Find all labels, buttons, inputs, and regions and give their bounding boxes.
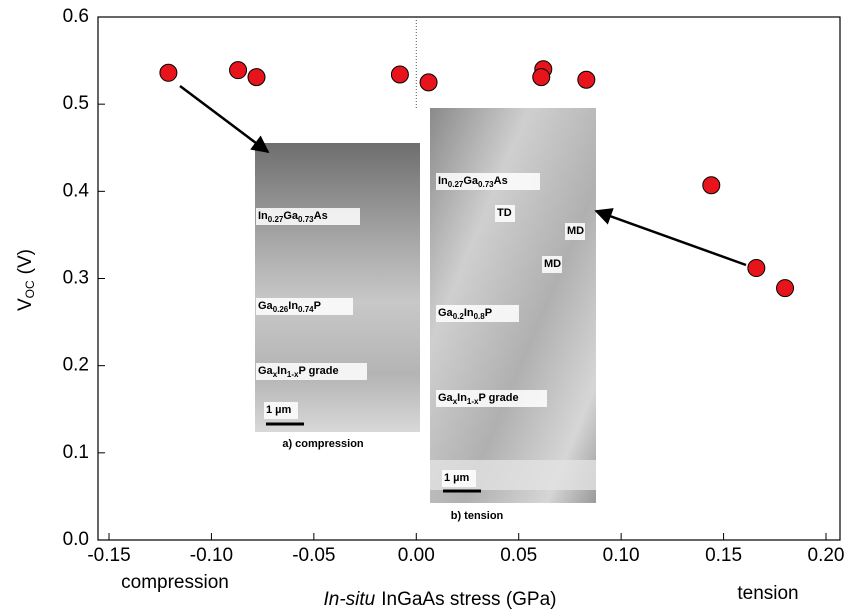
inset-label-part: MD — [544, 258, 561, 270]
inset-label: 1 µm — [266, 404, 292, 416]
inset-label: GaxIn1-xP grade — [438, 392, 519, 406]
y-tick-label: 0.3 — [63, 268, 89, 289]
inset-label-part: In — [464, 307, 474, 319]
y-tick-label: 0.5 — [63, 93, 89, 114]
inset-label-bg — [436, 173, 540, 190]
inset-label-part: P — [485, 307, 492, 319]
inset-label-part: P — [314, 300, 321, 312]
inset-label-part: Ga — [283, 210, 299, 222]
x-tick-label: 0.00 — [398, 545, 435, 566]
inset-caption: a) compression — [282, 438, 364, 450]
inset-label-part: Ga — [438, 392, 454, 404]
inset-label-part: 1 µm — [266, 404, 292, 416]
inset-label-bg — [542, 256, 562, 273]
point — [247, 68, 266, 87]
inset-label-bg — [442, 470, 476, 487]
inset-label-bg — [565, 223, 585, 240]
point — [390, 65, 409, 84]
inset-label-part: In — [457, 392, 467, 404]
y-tick-label: 0.1 — [63, 442, 89, 463]
inset-label-part: 0.27 — [268, 215, 284, 224]
inset-label-part: 0.2 — [453, 312, 465, 321]
x-tick-label: 0.10 — [603, 545, 640, 566]
x-axis-label-part: InGaAs stress (GPa) — [381, 589, 556, 610]
inset-label-part: TD — [497, 207, 512, 219]
y-tick-label: 0.0 — [63, 529, 89, 550]
point — [532, 68, 551, 87]
x-axis-label-part: In-situ — [323, 589, 375, 610]
point — [702, 176, 721, 195]
point — [419, 73, 438, 92]
y-axis-label: VOC (V) — [15, 249, 37, 311]
point — [229, 61, 248, 80]
inset-label-part: 0.8 — [474, 312, 486, 321]
inset-label-part: Ga — [258, 300, 274, 312]
inset-label-part: Ga — [258, 365, 274, 377]
inset-label-part: Ga — [463, 175, 479, 187]
inset-label-part: In — [438, 175, 448, 187]
y-tick-label: 0.2 — [63, 355, 89, 376]
inset-label-part: Ga — [438, 307, 454, 319]
inset-label-part: 1-x — [467, 397, 479, 406]
point — [577, 70, 596, 89]
inset-label-part: 0.26 — [273, 305, 289, 314]
x-tick-label: -0.05 — [292, 545, 335, 566]
point — [747, 259, 766, 278]
x-axis-label: In-situ InGaAs stress (GPa) — [323, 589, 556, 610]
y-tick-label: 0.4 — [63, 180, 90, 201]
x-tick-label: -0.10 — [190, 545, 233, 566]
inset-label-bg — [264, 402, 298, 419]
inset-label-part: x — [273, 370, 278, 379]
inset-label: GaxIn1-xP grade — [258, 365, 339, 379]
point — [776, 279, 795, 298]
inset-label-part: 0.27 — [448, 180, 464, 189]
plot-area: -0.15 -0.10 -0.05 0.00 0.05 0.10 0.15 0.20 0.0 0.… — [63, 6, 845, 566]
x-tick-label: -0.15 — [87, 545, 130, 566]
y-axis-label-part: V — [15, 298, 36, 311]
y-axis-label-part: (V) — [15, 249, 36, 274]
inset-label-bg — [256, 298, 353, 315]
inset-label-part: 0.74 — [298, 305, 314, 314]
inset-label-part: 0.73 — [478, 180, 494, 189]
y-tick-label: 0.6 — [63, 6, 89, 27]
inset-label-part: 1 µm — [444, 472, 470, 484]
annotation: tension — [737, 583, 798, 604]
inset-label: Ga0.26In0.74P — [258, 300, 321, 314]
inset-label-part: In — [258, 210, 268, 222]
x-tick-label: 0.20 — [808, 545, 845, 566]
inset-label-part: 0.73 — [298, 215, 314, 224]
point — [159, 63, 178, 82]
inset-label: In0.27Ga0.73As — [258, 210, 328, 224]
inset-label-part: In — [277, 365, 287, 377]
foreground: a) compressionIn0.27Ga0.73AsGa0.26In0.74… — [159, 60, 795, 522]
inset-label: TD — [497, 207, 512, 219]
inset-label: MD — [567, 225, 584, 237]
y-axis-label-part: OC — [23, 280, 37, 298]
inset-label-part: MD — [567, 225, 584, 237]
inset-label-bg — [495, 205, 515, 222]
inset-label-part: P grade — [298, 365, 338, 377]
inset-label: Ga0.2In0.8P — [438, 307, 492, 321]
inset-label: 1 µm — [444, 472, 470, 484]
inset-label-part: As — [314, 210, 328, 222]
inset-label-bg — [436, 305, 519, 322]
inset-label-part: P grade — [478, 392, 518, 404]
arrow — [594, 208, 747, 267]
annotation: compression — [121, 572, 229, 593]
inset-label-bg — [256, 363, 367, 380]
inset-caption: b) tension — [451, 510, 504, 522]
x-tick-label: 0.05 — [500, 545, 537, 566]
inset-label: MD — [544, 258, 561, 270]
inset-label-part: 1-x — [287, 370, 299, 379]
tem-image-a — [255, 143, 420, 432]
inset-label-part: In — [288, 300, 298, 312]
inset-label-part: x — [453, 397, 458, 406]
inset-label: In0.27Ga0.73As — [438, 175, 508, 189]
inset-label-part: As — [494, 175, 508, 187]
arrow — [179, 85, 270, 154]
inset-label-bg — [256, 208, 360, 225]
inset-label-bg — [436, 390, 547, 407]
x-tick-label: 0.15 — [705, 545, 742, 566]
